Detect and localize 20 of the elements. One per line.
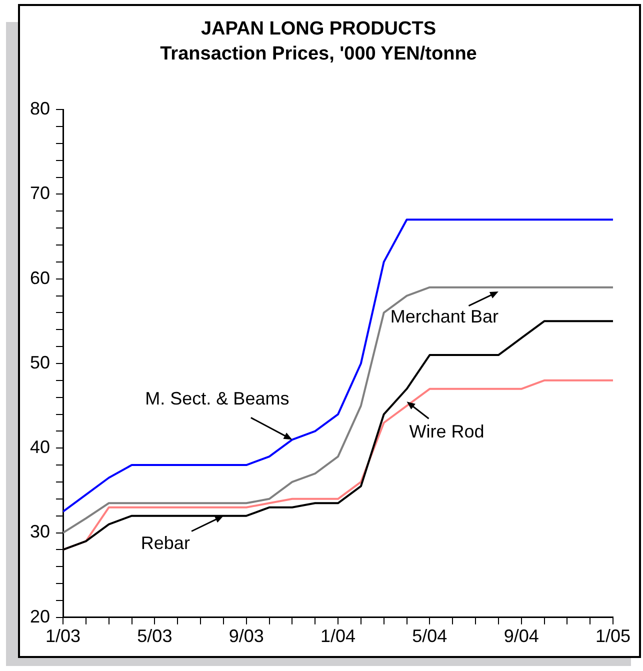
x-tick-label: 9/03 — [228, 626, 264, 646]
y-tick-label: 70 — [30, 183, 50, 204]
annotation: Merchant Bar — [390, 306, 498, 327]
chart-title: JAPAN LONG PRODUCTS — [200, 18, 436, 40]
x-tick-label: 1/05 — [595, 626, 631, 646]
y-tick-label: 30 — [30, 522, 50, 542]
x-tick-label: 5/04 — [412, 626, 448, 646]
annotation: Rebar — [140, 532, 190, 553]
annotation: M. Sect. & Beams — [145, 388, 290, 409]
x-tick-label: 5/03 — [137, 626, 172, 646]
y-tick-label: 20 — [30, 606, 50, 626]
x-tick-label: 1/04 — [320, 626, 356, 646]
y-tick-label: 60 — [30, 268, 50, 288]
annotation: Wire Rod — [409, 422, 484, 442]
y-tick-label: 40 — [30, 437, 50, 458]
y-tick-label: 50 — [30, 352, 50, 372]
x-tick-label: 9/04 — [504, 626, 539, 646]
chart-subtitle: Transaction Prices, '000 YEN/tonne — [160, 43, 477, 64]
y-tick-label: 80 — [30, 98, 50, 119]
x-tick-label: 1/03 — [46, 626, 81, 646]
